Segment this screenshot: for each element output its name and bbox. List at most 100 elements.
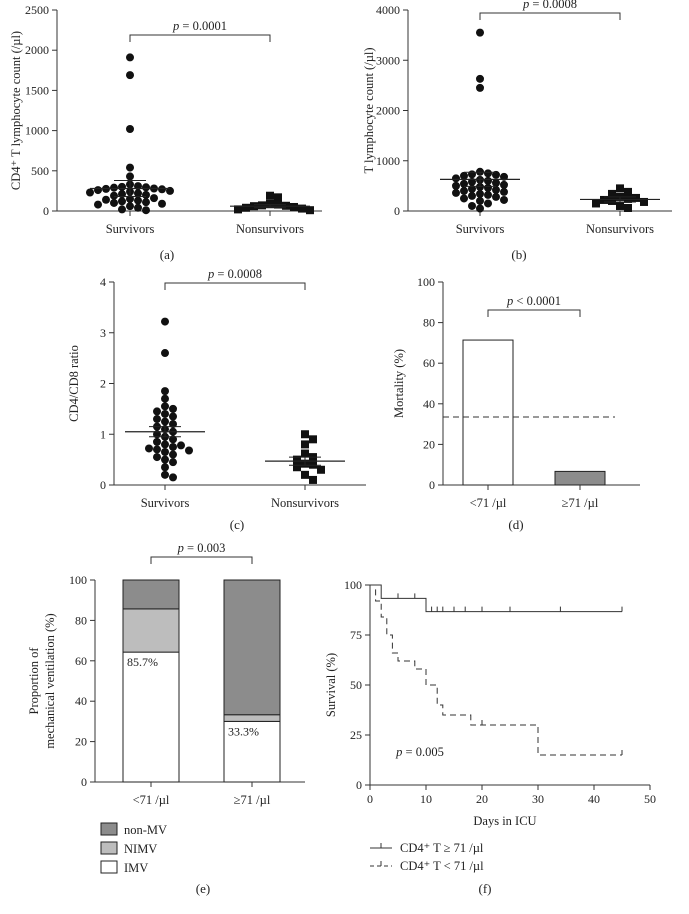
data-point [476, 204, 484, 213]
data-point [266, 191, 274, 200]
data-point [452, 181, 460, 190]
data-point [142, 198, 150, 207]
stacked-bar-imv [122, 651, 180, 783]
significance-bracket [479, 12, 621, 20]
panel-label-c: (c) [230, 517, 244, 532]
data-point [476, 167, 484, 176]
data-point [142, 183, 150, 192]
data-point [126, 71, 134, 80]
y-axis-label: Survival (%) [324, 653, 338, 717]
legend-label: NIMV [124, 842, 157, 856]
data-point [177, 441, 185, 450]
panel-label-d: (d) [508, 517, 523, 532]
y-tick-label: 60 [75, 654, 87, 668]
data-point [460, 194, 468, 203]
data-point [169, 435, 177, 444]
data-point [153, 415, 161, 424]
significance-bracket [487, 309, 581, 317]
y-tick-label: 2000 [25, 43, 49, 57]
data-point [309, 460, 317, 469]
data-point [234, 205, 242, 214]
panel-label-f: (f) [479, 881, 492, 896]
data-point [161, 417, 169, 426]
data-point [161, 409, 169, 418]
data-point [476, 189, 484, 198]
p-value-label: p = 0.0008 [522, 0, 577, 11]
legend-swatch [100, 841, 118, 855]
y-tick-label: 2000 [376, 104, 400, 118]
stacked-bar-nimv [223, 714, 281, 722]
data-point [616, 184, 624, 193]
data-point [301, 430, 309, 439]
y-tick-label: 20 [423, 437, 435, 451]
data-point [301, 440, 309, 449]
data-point [110, 198, 118, 207]
y-axis-label: CD4⁺ T lymphocyte count (/µl) [9, 31, 23, 190]
data-point [608, 189, 616, 198]
x-tick-label: 10 [420, 792, 432, 806]
legend-label: non-MV [124, 823, 167, 837]
data-point [632, 193, 640, 202]
x-category-label: Nonsurvivors [586, 222, 654, 236]
y-tick-label: 1000 [25, 124, 49, 138]
data-point [592, 199, 600, 208]
data-point [242, 203, 250, 212]
y-tick-label: 50 [350, 678, 362, 692]
x-category-label: Survivors [456, 222, 505, 236]
data-point [266, 199, 274, 208]
data-point [134, 189, 142, 198]
data-point [476, 182, 484, 191]
data-point [153, 445, 161, 454]
stacked-bar-nimv [122, 608, 180, 653]
y-axis-label-line: Proportion of [27, 647, 41, 715]
x-tick-label: 40 [588, 792, 600, 806]
p-value-label: p = 0.0001 [172, 19, 227, 33]
panel-label-e: (e) [196, 881, 210, 896]
data-point [169, 412, 177, 421]
x-tick-label: 20 [476, 792, 488, 806]
legend-label: IMV [124, 861, 148, 875]
p-symbol: p [177, 541, 184, 555]
data-point [301, 470, 309, 479]
data-point [161, 394, 169, 403]
data-point [161, 387, 169, 396]
data-point [258, 201, 266, 210]
data-point [484, 190, 492, 199]
data-point [94, 186, 102, 195]
data-point [290, 202, 298, 211]
stacked-bar-non-mv [223, 579, 281, 716]
p-rest: = 0.0008 [214, 267, 262, 281]
data-point [468, 191, 476, 200]
data-point [298, 204, 306, 213]
y-tick-label: 0 [429, 478, 435, 492]
data-point [468, 201, 476, 210]
y-axis-label: Proportion of mechanical ventilation (%) [27, 613, 57, 748]
y-tick-label: 100 [417, 275, 435, 289]
data-point [161, 349, 169, 358]
y-tick-label: 2500 [25, 3, 49, 17]
panel-label-a: (a) [160, 247, 174, 262]
data-point [608, 196, 616, 205]
data-point [161, 448, 169, 457]
y-tick-label: 500 [31, 164, 49, 178]
y-tick-label: 3 [100, 326, 106, 340]
panel-label-b: (b) [511, 247, 526, 262]
data-point [161, 463, 169, 472]
data-point [153, 407, 161, 416]
data-point [460, 186, 468, 195]
x-tick-label: 0 [367, 792, 373, 806]
y-tick-label: 60 [423, 356, 435, 370]
p-value-label: p = 0.0008 [207, 267, 262, 281]
significance-bracket [129, 34, 271, 42]
x-tick-label: 50 [644, 792, 656, 806]
data-point [452, 188, 460, 197]
data-point [293, 463, 301, 472]
p-value-label: p < 0.0001 [506, 294, 561, 308]
y-tick-label: 1000 [376, 154, 400, 168]
data-point [126, 124, 134, 133]
data-point [169, 473, 177, 482]
x-axis-label: Days in ICU [473, 814, 536, 828]
data-point [484, 176, 492, 185]
y-tick-label: 4000 [376, 3, 400, 17]
data-point [118, 197, 126, 206]
